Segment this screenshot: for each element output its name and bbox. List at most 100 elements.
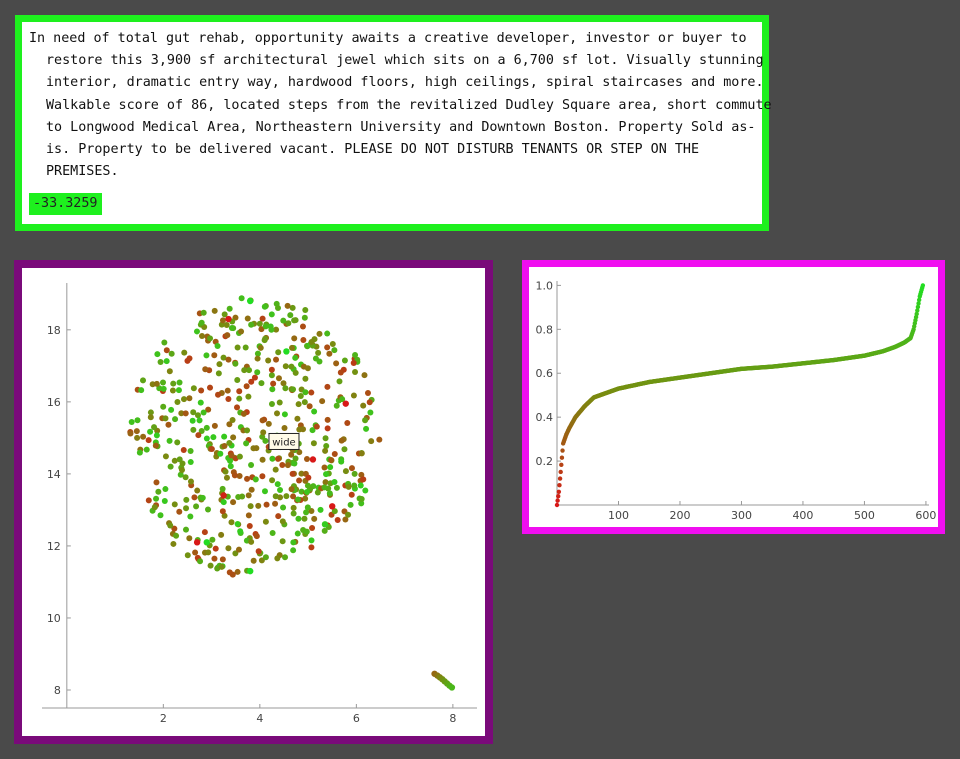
scatter-point (260, 429, 267, 436)
scatter-point (323, 471, 330, 478)
scatter-point (167, 463, 174, 470)
scatter-point (268, 401, 275, 408)
scatter-point-highlight (321, 521, 329, 528)
scatter-point (274, 555, 281, 562)
scatter-point (211, 307, 218, 314)
scatter-point (263, 501, 270, 508)
scatter-point (251, 374, 258, 381)
scatter-point (182, 526, 189, 533)
scatter-point (294, 415, 301, 422)
scatter-point (234, 404, 241, 411)
scatter-point (223, 474, 230, 481)
scatter-point (284, 302, 291, 309)
scatter-point (248, 321, 255, 328)
scatter-point (261, 488, 268, 495)
x-tick-label: 8 (449, 712, 456, 725)
scatter-point (290, 386, 297, 393)
scatter-point (272, 493, 279, 500)
scatter-point (336, 378, 343, 385)
scatter-point (212, 545, 219, 552)
scatter-point (236, 395, 243, 402)
scatter-point (236, 473, 243, 480)
scatter-point (244, 315, 251, 322)
scatter-point-outlier (448, 684, 456, 691)
scatter-point (296, 477, 303, 484)
scatter-point (225, 396, 232, 403)
scatter-point (308, 537, 315, 544)
scatter-point (368, 438, 375, 445)
scatter-point (282, 385, 289, 392)
scatter-point (339, 396, 346, 403)
scatter-point (151, 424, 158, 431)
point-tooltip-label: wide (272, 437, 295, 448)
scatter-point (333, 360, 340, 367)
scatter-point (198, 319, 205, 326)
x-tick-label: 600 (915, 509, 936, 522)
scatter-point (244, 427, 251, 434)
scatter-point (176, 508, 183, 515)
scatter-point (290, 539, 297, 546)
scatter-point (254, 355, 261, 362)
scatter-point (341, 357, 348, 364)
scatter-point (175, 387, 182, 394)
scatter-point (153, 380, 160, 387)
scatter-point (259, 417, 266, 424)
scatter-point (256, 320, 263, 327)
scatter-point (220, 499, 227, 506)
scatter-point (323, 443, 330, 450)
scatter-point (234, 377, 241, 384)
scatter-point (357, 482, 364, 489)
scatter-point (274, 481, 281, 488)
scatter-point (167, 522, 174, 529)
curve-point (915, 308, 920, 313)
scatter-plot-panel: 2 4 6 8 8 10 12 14 16 18 wide (14, 260, 493, 744)
scatter-point (219, 508, 226, 515)
scatter-point (322, 447, 329, 454)
scatter-point (236, 453, 243, 460)
scatter-point (310, 440, 317, 447)
scatter-point (283, 493, 290, 500)
scatter-point (190, 409, 197, 416)
curve-point (558, 469, 563, 475)
scatter-point (306, 403, 313, 410)
scatter-point (304, 482, 311, 489)
scatter-point (166, 437, 173, 444)
scatter-point (218, 563, 225, 570)
y-tick-label: 8 (54, 684, 61, 697)
scatter-point (262, 335, 269, 342)
x-tick-label: 200 (669, 509, 690, 522)
scatter-point (273, 326, 280, 333)
scatter-point (223, 321, 230, 328)
scatter-point (205, 506, 212, 513)
scatter-point (232, 360, 239, 367)
scatter-point (324, 383, 331, 390)
scatter-point (166, 368, 173, 375)
scatter-point (322, 435, 329, 442)
scatter-point (276, 399, 283, 406)
scatter-point (201, 529, 208, 536)
scatter-point (230, 434, 237, 441)
scatter-point (296, 449, 303, 456)
scatter-point (165, 421, 172, 428)
scatter-point (227, 463, 234, 470)
scatter-point (352, 351, 359, 358)
scatter-point (362, 487, 369, 494)
scatter-point (252, 476, 259, 483)
scatter-point (176, 379, 183, 386)
scatter-point (181, 349, 188, 356)
scatter-point (230, 499, 237, 506)
scatter-point (324, 330, 331, 337)
scatter-point (342, 516, 349, 523)
scatter-point (261, 303, 268, 310)
scatter-point (190, 385, 197, 392)
scatter-point (363, 425, 370, 432)
scatter-point (258, 380, 265, 387)
scatter-point (348, 465, 355, 472)
scatter-point (255, 502, 262, 509)
scatter-point (309, 427, 316, 434)
scatter-point (304, 504, 311, 511)
listing-description: In need of total gut rehab, opportunity … (29, 31, 772, 180)
scatter-point-highlight (246, 297, 254, 305)
scatter-point (205, 406, 212, 413)
scatter-point (240, 410, 247, 417)
